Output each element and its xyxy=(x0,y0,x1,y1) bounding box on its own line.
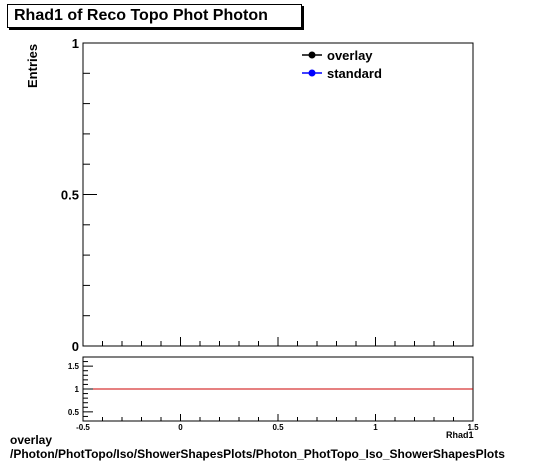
legend-label: standard xyxy=(327,66,382,81)
ratio-x-tick-label: -0.5 xyxy=(76,423,90,432)
ratio-x-tick-label: 1 xyxy=(373,423,378,432)
legend-standard: standard xyxy=(302,66,382,81)
footer-label: overlay xyxy=(10,433,53,447)
legend-overlay: overlay xyxy=(302,48,373,63)
ratio-x-tick-label: 0 xyxy=(178,423,183,432)
legend-marker xyxy=(308,69,316,77)
legend-label: overlay xyxy=(327,48,373,63)
chart-title: Rhad1 of Reco Topo Phot Photon xyxy=(7,4,302,28)
legend: overlay standard xyxy=(302,48,382,81)
ratio-x-tick-label: 0.5 xyxy=(272,423,284,432)
y-tick-label: 1 xyxy=(72,36,79,51)
footer-path: /Photon/PhotTopo/Iso/ShowerShapesPlots/P… xyxy=(10,447,505,461)
y-tick-label: 0 xyxy=(72,339,79,354)
legend-marker xyxy=(308,51,316,59)
main-plot-frame xyxy=(82,42,474,347)
ratio-y-tick-label: 1.5 xyxy=(68,362,80,371)
y-tick-label: 0.5 xyxy=(61,188,79,203)
x-axis-label: Rhad1 xyxy=(446,430,474,440)
y-axis-label: Entries xyxy=(25,44,40,88)
main-plot-area: 0 0.5 1 Entries xyxy=(25,36,474,354)
ratio-y-tick-label: 1 xyxy=(75,385,80,394)
ratio-y-tick-label: 0.5 xyxy=(68,408,80,417)
ratio-x-tick-label: 1.5 xyxy=(467,423,479,432)
